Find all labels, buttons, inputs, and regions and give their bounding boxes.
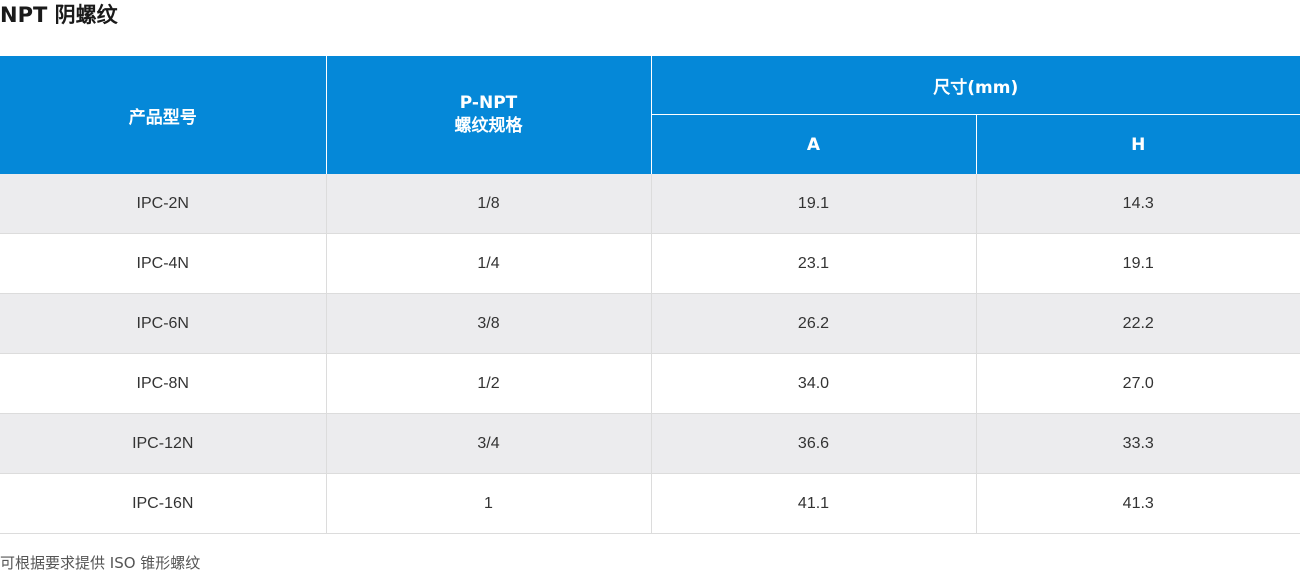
page-title: NPT 阴螺纹 bbox=[0, 3, 118, 27]
footnote: 可根据要求提供 ISO 锥形螺纹 bbox=[0, 554, 201, 572]
header-thread-line1: P-NPT bbox=[459, 93, 518, 113]
header-col-h: H bbox=[976, 114, 1300, 174]
header-thread-line2: 螺纹规格 bbox=[454, 116, 523, 136]
cell-h: 41.3 bbox=[976, 473, 1300, 534]
cell-a: 36.6 bbox=[651, 413, 977, 474]
table-row: IPC-16N 1 41.1 41.3 bbox=[0, 473, 1300, 534]
table-row: IPC-2N 1/8 19.1 14.3 bbox=[0, 174, 1300, 234]
cell-model: IPC-2N bbox=[0, 174, 327, 234]
cell-a: 34.0 bbox=[651, 353, 977, 414]
cell-model: IPC-8N bbox=[0, 353, 327, 414]
cell-thread: 1/4 bbox=[326, 233, 652, 294]
cell-h: 19.1 bbox=[976, 233, 1300, 294]
cell-model: IPC-12N bbox=[0, 413, 327, 474]
cell-h: 22.2 bbox=[976, 293, 1300, 354]
cell-model: IPC-16N bbox=[0, 473, 327, 534]
table-row: IPC-4N 1/4 23.1 19.1 bbox=[0, 233, 1300, 294]
cell-h: 27.0 bbox=[976, 353, 1300, 414]
table-row: IPC-8N 1/2 34.0 27.0 bbox=[0, 353, 1300, 414]
cell-h: 33.3 bbox=[976, 413, 1300, 474]
cell-a: 19.1 bbox=[651, 174, 977, 234]
cell-model: IPC-6N bbox=[0, 293, 327, 354]
cell-a: 26.2 bbox=[651, 293, 977, 354]
cell-a: 23.1 bbox=[651, 233, 977, 294]
cell-model: IPC-4N bbox=[0, 233, 327, 294]
table-row: IPC-6N 3/8 26.2 22.2 bbox=[0, 293, 1300, 354]
header-model: 产品型号 bbox=[0, 56, 327, 174]
cell-thread: 1 bbox=[326, 473, 652, 534]
cell-thread: 3/8 bbox=[326, 293, 652, 354]
cell-thread: 1/8 bbox=[326, 174, 652, 234]
cell-thread: 1/2 bbox=[326, 353, 652, 414]
table-row: IPC-12N 3/4 36.6 33.3 bbox=[0, 413, 1300, 474]
cell-a: 41.1 bbox=[651, 473, 977, 534]
header-dimensions: 尺寸(mm) bbox=[651, 56, 1300, 115]
spec-table: 产品型号 P-NPT 螺纹规格 尺寸(mm) A H IPC-2N 1/8 19… bbox=[0, 56, 1300, 534]
cell-h: 14.3 bbox=[976, 174, 1300, 234]
header-thread: P-NPT 螺纹规格 bbox=[326, 56, 652, 174]
header-col-a: A bbox=[651, 114, 977, 174]
cell-thread: 3/4 bbox=[326, 413, 652, 474]
